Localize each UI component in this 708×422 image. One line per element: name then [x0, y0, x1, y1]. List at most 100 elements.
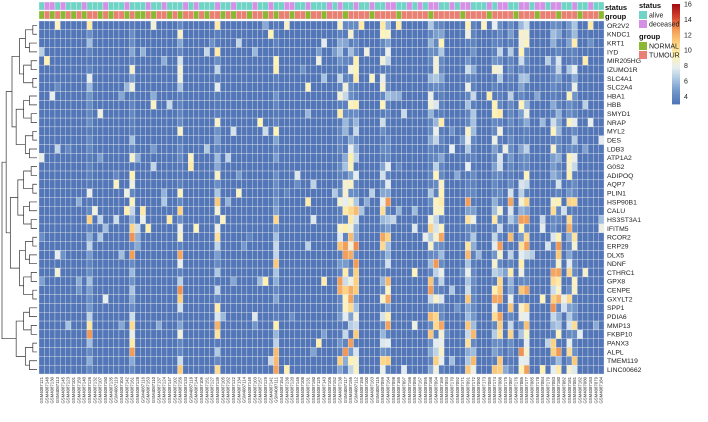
- heatmap-cell: [491, 135, 498, 145]
- heatmap-cell: [38, 197, 45, 207]
- heatmap-cell: [598, 206, 605, 216]
- heatmap-cell: [268, 250, 274, 260]
- heatmap-cell: [337, 38, 343, 48]
- heatmap-cell: [315, 91, 322, 101]
- heatmap-cell: [204, 338, 210, 348]
- heatmap-cell: [507, 20, 514, 30]
- heatmap-cell: [102, 364, 109, 375]
- heatmap-cell: [273, 47, 280, 57]
- group-annotation-cell: [438, 10, 445, 20]
- heatmap-cell: [166, 91, 173, 101]
- row-labels: OR2V2KNDC1KRT1IYDMIR205HGIZUMO1RSLC4A1SL…: [607, 23, 642, 374]
- heatmap-cell: [582, 91, 589, 101]
- heatmap-cell: [108, 232, 114, 242]
- heatmap-cell: [433, 38, 439, 48]
- heatmap-cell: [81, 241, 88, 251]
- heatmap-cell: [278, 276, 285, 286]
- heatmap-cell: [427, 188, 434, 198]
- heatmap-cell: [300, 267, 306, 278]
- status-annotation-cell: [481, 1, 487, 11]
- heatmap-cell: [310, 356, 317, 366]
- heatmap-cell: [166, 47, 173, 57]
- heatmap-cell: [76, 285, 82, 295]
- heatmap-cell: [486, 179, 493, 189]
- heatmap-cell: [390, 276, 397, 286]
- heatmap-cell: [545, 347, 551, 357]
- heatmap-cell: [268, 144, 274, 154]
- heatmap-cell: [81, 294, 88, 304]
- heatmap-cell: [166, 126, 173, 136]
- column-label: GSM4087176: [513, 376, 518, 403]
- heatmap-cell: [459, 144, 466, 154]
- heatmap-cell: [337, 312, 343, 322]
- heatmap-cell: [150, 294, 157, 304]
- heatmap-cell: [262, 347, 269, 357]
- heatmap-cell: [129, 179, 136, 189]
- heatmap-cell: [204, 179, 210, 189]
- heatmap-cell: [252, 135, 258, 145]
- heatmap-cell: [422, 267, 429, 278]
- heatmap-cell: [257, 56, 264, 66]
- heatmap-cell: [241, 259, 248, 269]
- heatmap-cell: [60, 179, 66, 189]
- heatmap-cell: [321, 20, 328, 30]
- heatmap-cell: [598, 82, 605, 92]
- heatmap-cell: [459, 135, 466, 145]
- heatmap-cell: [443, 356, 450, 366]
- heatmap-cell: [262, 320, 269, 331]
- heatmap-cell: [593, 91, 599, 101]
- heatmap-cell: [268, 285, 274, 295]
- heatmap-cell: [214, 214, 221, 225]
- heatmap-cell: [236, 56, 242, 66]
- heatmap-cell: [331, 29, 338, 39]
- column-label: GSM4087095: [423, 376, 428, 403]
- heatmap-cell: [475, 320, 482, 331]
- heatmap-cell: [65, 197, 72, 207]
- heatmap-cell: [134, 64, 141, 75]
- heatmap-cell: [321, 285, 328, 295]
- heatmap-cell: [289, 144, 296, 154]
- heatmap-cell: [395, 356, 402, 366]
- heatmap-cell: [273, 179, 280, 189]
- heatmap-cell: [454, 153, 461, 163]
- heatmap-cell: [60, 364, 66, 375]
- heatmap-cell: [166, 364, 173, 375]
- heatmap-cell: [92, 197, 98, 207]
- heatmap-cell: [140, 20, 146, 30]
- heatmap-cell: [209, 126, 216, 136]
- heatmap-cell: [401, 56, 407, 66]
- heatmap-cell: [374, 179, 381, 189]
- heatmap-cell: [555, 294, 562, 304]
- heatmap-cell: [539, 214, 546, 225]
- heatmap-cell: [401, 144, 407, 154]
- heatmap-cell: [262, 20, 269, 30]
- heatmap-cell: [54, 170, 61, 181]
- heatmap-cell: [374, 206, 381, 216]
- row-label: PLIN1: [607, 190, 626, 197]
- heatmap-cell: [241, 285, 248, 295]
- heatmap-cell: [161, 64, 168, 75]
- heatmap-cell: [214, 153, 221, 163]
- heatmap-cell: [65, 364, 72, 375]
- heatmap-cell: [129, 29, 136, 39]
- heatmap-cell: [353, 329, 359, 339]
- heatmap-cell: [417, 214, 423, 225]
- colorbar-tick-label: 14: [684, 17, 692, 24]
- heatmap-cell: [363, 100, 370, 110]
- dendrogram-branch: [15, 108, 26, 145]
- heatmap-cell: [358, 364, 365, 375]
- heatmap-cell: [92, 109, 98, 119]
- heatmap-cell: [204, 241, 210, 251]
- heatmap-cell: [166, 356, 173, 366]
- heatmap-cell: [491, 144, 498, 154]
- heatmap-cell: [422, 197, 429, 207]
- heatmap-cell: [555, 223, 562, 233]
- heatmap-cell: [65, 250, 72, 260]
- column-annotations: [38, 1, 605, 20]
- heatmap-cell: [593, 320, 599, 331]
- heatmap-cell: [539, 82, 546, 92]
- heatmap-cell: [385, 100, 391, 110]
- heatmap-cell: [150, 153, 157, 163]
- heatmap-cell: [204, 276, 210, 286]
- heatmap-cell: [113, 38, 120, 48]
